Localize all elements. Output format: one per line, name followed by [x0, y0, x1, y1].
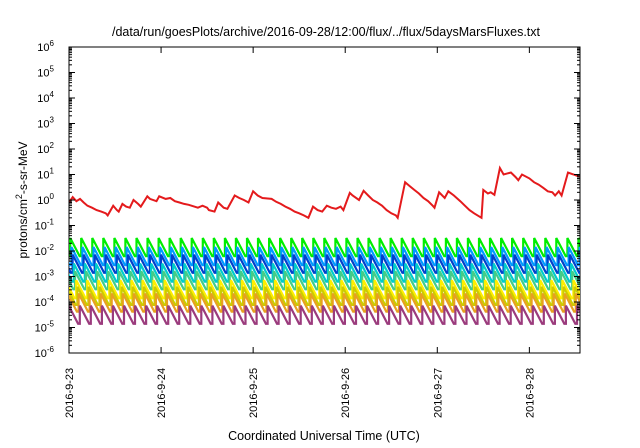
x-axis: 2016-9-23 2016-9-24 2016-9-25 2016-9-26 2016… — [64, 47, 536, 418]
chart-title: /data/run/goesPlots/archive/2016-09-28/1… — [112, 25, 541, 39]
y-tick-label: 105 — [37, 65, 54, 80]
y-tick-label: 101 — [37, 167, 54, 182]
y-tick-label: 10-4 — [35, 294, 55, 309]
y-tick-label: 10-2 — [35, 243, 55, 258]
series-line-8 — [69, 292, 580, 313]
y-axis: 10-6 10-5 10-4 10-3 10-2 10-1 100 101 102 103 104 1… — [35, 39, 580, 360]
y-tick-label: 102 — [37, 141, 54, 156]
y-tick-label: 104 — [37, 90, 54, 105]
series-line-9 — [69, 305, 580, 325]
y-tick-label: 10-3 — [35, 269, 55, 284]
series-line-7 — [69, 286, 580, 306]
series-line-1 — [69, 237, 580, 258]
series-line-5 — [69, 270, 580, 291]
x-tick-label: 2016-9-26 — [340, 368, 352, 418]
y-tick-label: 10-1 — [35, 218, 55, 233]
x-tick-label: 2016-9-25 — [248, 368, 260, 418]
y-tick-label: 10-5 — [35, 320, 55, 335]
y-tick-label: 10-6 — [35, 345, 55, 360]
x-axis-label: Coordinated Universal Time (UTC) — [228, 429, 420, 443]
x-tick-label: 2016-9-24 — [156, 368, 168, 418]
y-tick-label: 106 — [37, 39, 54, 54]
series-line-6 — [69, 279, 580, 300]
series-line-0 — [69, 165, 580, 221]
series-layer — [69, 165, 580, 325]
y-axis-label: protons/cm2-s-sr-MeV — [14, 141, 30, 258]
y-axis-label-unit: protons/cm — [16, 199, 30, 258]
series-line-3 — [69, 254, 580, 274]
series-line-2 — [69, 246, 580, 267]
series-line-4 — [69, 262, 580, 283]
x-tick-label: 2016-9-28 — [524, 368, 536, 418]
x-tick-label: 2016-9-27 — [432, 368, 444, 418]
y-axis-label-exponent: 2 — [14, 194, 24, 199]
x-tick-label: 2016-9-23 — [64, 368, 76, 418]
y-tick-label: 103 — [37, 116, 54, 131]
y-tick-label: 100 — [37, 192, 54, 207]
y-axis-label-suffix: -s-sr-MeV — [16, 141, 30, 194]
